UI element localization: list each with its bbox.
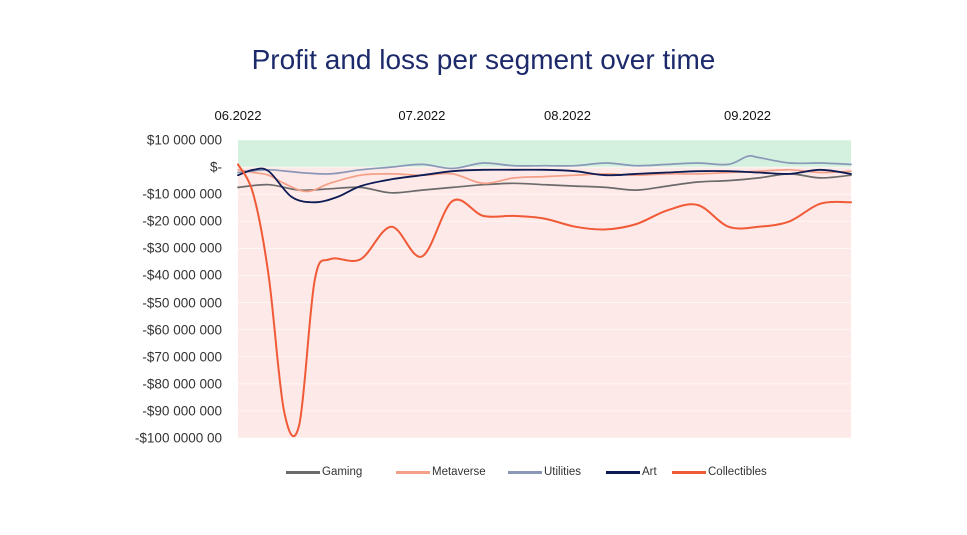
legend-item-metaverse: Metaverse [396,466,486,478]
legend-swatch [286,470,320,474]
x-tick-label: 08.2022 [543,108,591,123]
y-tick-label: $- [209,159,222,175]
y-tick-label: $10 000 000 [146,132,222,148]
series-line-collectibles [237,163,852,438]
legend-label: Utilities [544,466,582,478]
legend: Gaming Metaverse Utilities Art Collectib… [0,466,967,486]
legend-swatch [396,470,430,474]
legend-label: Metaverse [432,466,486,478]
y-tick-label: -$40 000 000 [142,267,222,283]
legend-item-collectibles: Collectibles [672,466,767,478]
legend-label: Gaming [322,466,363,478]
y-tick-label: -$90 000 000 [142,403,222,419]
chart-title: Profit and loss per segment over time [251,44,716,75]
legend-swatch [508,470,542,474]
legend-item-art: Art [606,466,657,478]
legend-label: Collectibles [708,466,767,478]
positive-band [238,140,851,168]
x-tick-label: 06.2022 [214,108,262,123]
series-line-utilities [237,154,852,175]
series-line-art [237,167,852,204]
y-tick-label: -$50 000 000 [142,295,222,311]
y-tick-label: -$70 000 000 [142,349,222,365]
x-tick-label: 07.2022 [398,108,446,123]
legend-item-gaming: Gaming [286,466,362,478]
legend-item-utilities: Utilities [508,466,581,478]
legend-swatch [606,470,640,474]
y-tick-label: -$100 0000 00 [134,430,222,446]
x-tick-label: 09.2022 [724,108,772,123]
y-tick-label: -$60 000 000 [142,322,222,338]
legend-swatch [672,470,706,474]
y-tick-label: -$20 000 000 [142,213,222,229]
legend-label: Art [642,466,657,478]
series-line-gaming [237,173,852,194]
y-tick-label: -$30 000 000 [142,240,222,256]
y-tick-label: -$10 000 000 [142,186,222,202]
y-tick-label: -$80 000 000 [142,376,222,392]
